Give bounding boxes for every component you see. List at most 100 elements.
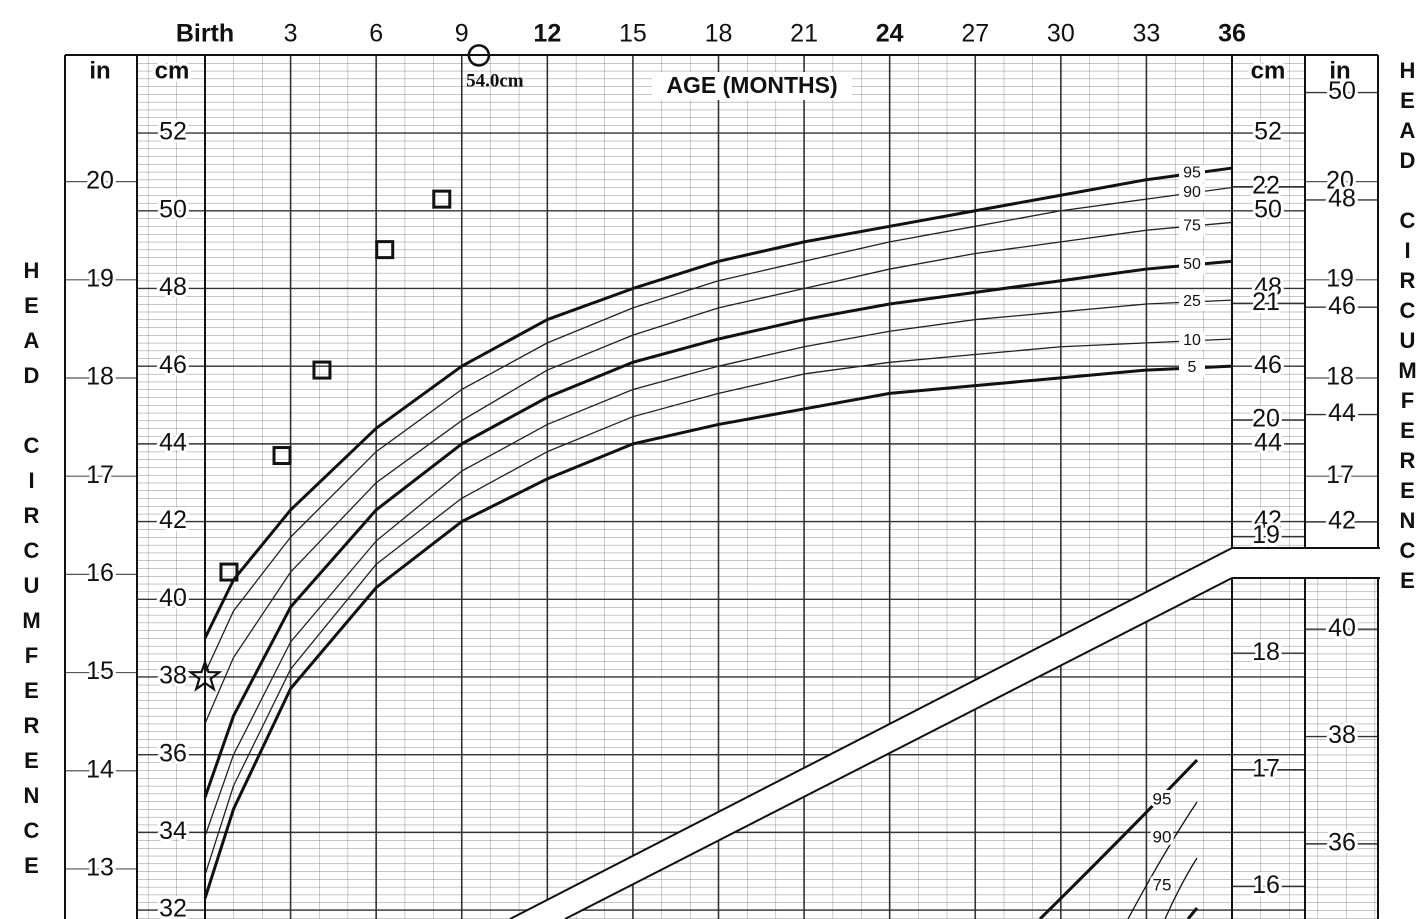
y-tick-label: 48	[159, 273, 187, 301]
inset-tick-label: 38	[1328, 721, 1356, 749]
inset-tick-label: 20	[1252, 405, 1280, 433]
x-tick-label: 30	[1047, 20, 1075, 48]
x-tick-label: 9	[455, 20, 469, 48]
series-label: 90	[1183, 184, 1201, 201]
x-tick-label: 33	[1133, 20, 1161, 48]
y-axis-label: HEAD CIRCUMFERENCE	[1395, 58, 1420, 598]
label-bg	[1179, 183, 1205, 202]
square-marker	[375, 240, 395, 260]
y-tick-label: 44	[159, 428, 187, 456]
y-tick-label: 52	[159, 118, 187, 146]
grid-background	[65, 55, 1378, 919]
label-bg	[1179, 217, 1205, 236]
series-label: 95	[1183, 165, 1201, 182]
y2-tick-label: 16	[86, 559, 114, 587]
y2-tick-label: 20	[1326, 166, 1354, 194]
y-tick-label: 36	[159, 739, 187, 767]
inset-tick-label: 18	[1252, 638, 1280, 666]
square-marker	[219, 562, 239, 582]
label-bg	[1179, 331, 1205, 350]
inset-curve	[1164, 857, 1198, 919]
y2-tick-label: 15	[86, 657, 114, 685]
label-bg	[1179, 358, 1205, 377]
series-label: 5	[1188, 359, 1197, 376]
y-tick-label: 50	[1254, 195, 1282, 223]
y2-tick-label: 13	[86, 854, 114, 882]
x-tick-label: 21	[790, 20, 818, 48]
inset-tick-label: 22	[1252, 171, 1280, 199]
x-axis-label: AGE (MONTHS)	[666, 72, 837, 98]
inch-column	[1305, 55, 1378, 548]
square-marker	[312, 360, 332, 380]
y2-tick-label: 18	[86, 363, 114, 391]
star-marker	[187, 658, 223, 692]
x-tick-label: 12	[533, 20, 561, 48]
percentile-curve	[204, 338, 1233, 876]
x-tick-label: 6	[369, 20, 383, 48]
inset-tick-label: 44	[1328, 399, 1356, 427]
frame	[64, 54, 1379, 919]
series-label: 50	[1183, 256, 1201, 273]
x-tick-label: 3	[284, 20, 298, 48]
y-tick-label: 42	[159, 506, 187, 534]
inset-tick-label: 50	[1328, 77, 1356, 105]
y2-tick-label: 18	[1326, 363, 1354, 391]
percentile-curve	[203, 364, 1233, 899]
y2-tick-label: 17	[86, 461, 114, 489]
inset-tick-label: 19	[1252, 521, 1280, 549]
label-bg	[1179, 164, 1205, 183]
band-edge	[564, 577, 1233, 919]
y2-tick-label: 14	[86, 755, 114, 783]
unit-label: in	[1329, 57, 1350, 84]
inset-tick-label: 48	[1328, 185, 1356, 213]
x-tick-label: 18	[705, 20, 733, 48]
inset-curve-label: 95	[1153, 789, 1172, 808]
y2-tick-label: 19	[1326, 264, 1354, 292]
annotation-label: 54.0cm	[466, 71, 524, 92]
y-tick-label: 46	[1254, 351, 1282, 379]
y-tick-label: 50	[159, 195, 187, 223]
inset-tick-label: 17	[1252, 754, 1280, 782]
inset-tick-label: 36	[1328, 828, 1356, 856]
band-edge	[509, 547, 1233, 919]
annotation-marker	[467, 44, 491, 67]
x-tick-label: 36	[1218, 20, 1246, 48]
minor-grid	[137, 55, 1378, 919]
y-tick-label: 38	[159, 662, 187, 690]
band	[510, 548, 1380, 919]
y-tick-label: 52	[1254, 118, 1282, 146]
y2-tick-label: 19	[86, 264, 114, 292]
unit-label: cm	[1251, 57, 1286, 84]
y-tick-label: 40	[159, 584, 187, 612]
percentile-curve	[204, 186, 1233, 674]
label-bg	[652, 72, 852, 100]
y2-tick-label: 17	[1326, 461, 1354, 489]
label-bg	[1179, 255, 1205, 274]
inset-tick-label: 40	[1328, 614, 1356, 642]
inset-tick-label: 16	[1252, 871, 1280, 899]
y-tick-label: 48	[1254, 273, 1282, 301]
unit-label: cm	[155, 57, 190, 84]
x-tick-label: Birth	[176, 20, 234, 48]
inset-curve	[1127, 801, 1198, 919]
inset-curve-label: 90	[1153, 827, 1172, 846]
percentile-curve	[204, 299, 1233, 837]
y-tick-label: 32	[159, 895, 187, 919]
y2-tick-label: 20	[86, 166, 114, 194]
percentile-curve	[204, 221, 1233, 724]
x-tick-label: 15	[619, 20, 647, 48]
inset-curve-label: 75	[1153, 875, 1172, 894]
major-grid	[65, 55, 1378, 919]
inset-tick-label: 21	[1252, 288, 1280, 316]
square-marker	[272, 446, 292, 466]
percentile-curve	[203, 259, 1233, 798]
inset-tick-label: 46	[1328, 292, 1356, 320]
inset-curves	[1038, 758, 1199, 919]
series-label: 10	[1183, 332, 1201, 349]
series-label: 75	[1183, 217, 1201, 234]
y-tick-label: 42	[1254, 506, 1282, 534]
x-tick-label: 24	[876, 20, 904, 48]
label-bg	[1179, 292, 1205, 311]
inset-tick-label: 42	[1328, 506, 1356, 534]
